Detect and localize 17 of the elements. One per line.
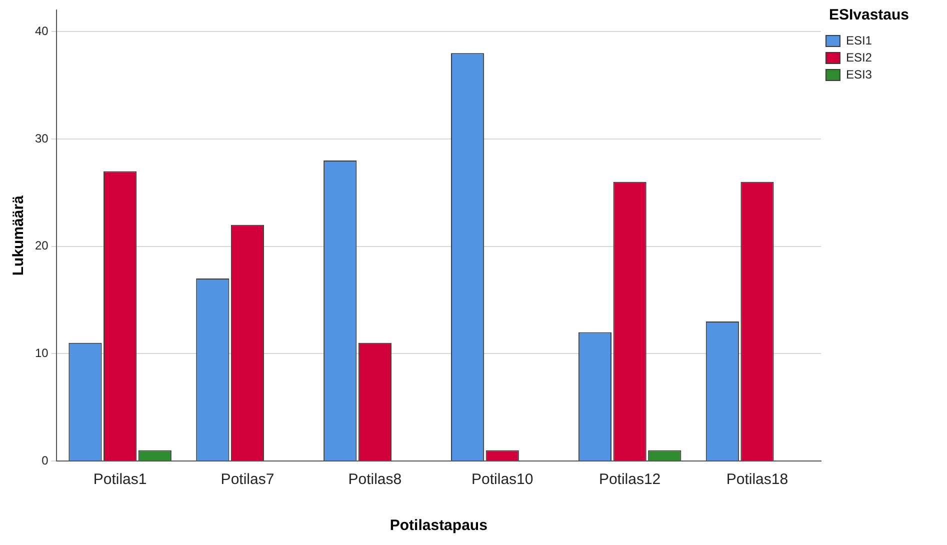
legend-label: ESI3 [846, 67, 872, 82]
x-tick-label: Potilas1 [93, 471, 147, 488]
legend-label: ESI2 [846, 50, 872, 64]
y-axis-title: Lukumäärä [10, 194, 28, 276]
x-axis-title: Potilastapaus [390, 517, 488, 534]
legend-title: ESIvastaus [828, 6, 909, 24]
y-tick-label: 0 [42, 453, 49, 468]
y-tick-label: 30 [34, 131, 49, 146]
y-tick-label: 40 [34, 24, 49, 38]
x-tick-label: Potilas10 [472, 471, 534, 488]
x-tick-label: Potilas18 [726, 471, 788, 488]
x-tick-label: Potilas8 [348, 471, 402, 488]
y-tick-label: 10 [34, 346, 49, 360]
x-tick-label: Potilas12 [598, 471, 661, 488]
y-tick-label: 20 [34, 238, 49, 253]
x-tick-label: Potilas7 [220, 471, 274, 488]
legend-label: ESI1 [846, 33, 872, 48]
